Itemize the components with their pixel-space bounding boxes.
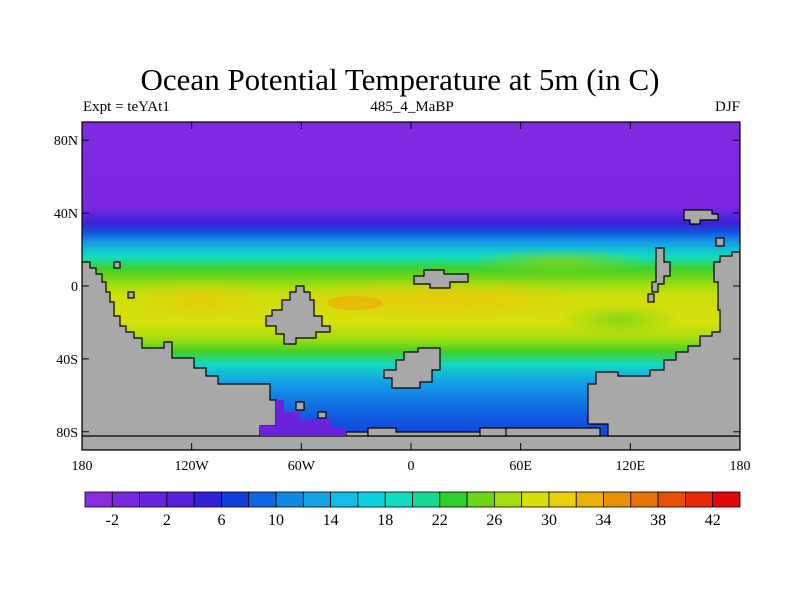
y-tick-label: 40S (56, 353, 78, 368)
colorbar-swatch (248, 491, 277, 508)
eastern-islands (651, 247, 671, 293)
colorbar-label: 30 (541, 512, 557, 529)
period-label: 485_4_MaBP (370, 99, 454, 115)
colorbar-label: 14 (323, 512, 339, 529)
x-tick-label: 180 (730, 459, 751, 474)
colorbar-swatch (357, 491, 386, 508)
x-tick-label: 180 (72, 459, 93, 474)
south-polar-cold (260, 400, 346, 436)
colorbar: -2 2 6 10 14 18 22 26 30 34 38 42 (84, 491, 741, 529)
colorbar-swatch (439, 491, 468, 508)
islet-6 (715, 237, 725, 247)
colorbar-label: 34 (596, 512, 612, 529)
colorbar-swatch (139, 491, 168, 508)
land-masses (82, 209, 740, 450)
colorbar-swatch (657, 491, 686, 508)
islet-1 (113, 261, 121, 269)
y-tick-label: 80S (56, 426, 78, 441)
south-patch (479, 427, 507, 437)
northeast-island (683, 209, 719, 225)
colorbar-swatch (275, 491, 304, 508)
colorbar-swatch (630, 491, 659, 508)
colorbar-swatch (466, 491, 495, 508)
colorbar-swatch (685, 491, 714, 508)
colorbar-label: 22 (432, 512, 448, 529)
colorbar-label: -2 (106, 512, 119, 529)
islet-4 (317, 411, 327, 419)
x-tick-label: 120E (616, 459, 646, 474)
colorbar-swatch (221, 491, 250, 508)
east-cool-tongue (560, 304, 680, 336)
colorbar-swatch (603, 491, 632, 508)
y-tick-label: 0 (71, 280, 78, 295)
x-tick-label: 120W (175, 459, 210, 474)
islet-2 (127, 291, 135, 299)
north-cool-tongue (470, 248, 650, 276)
axis-ticks: 180 120W 60W 0 60E 120E 180 80N 40N 0 40S 80S (54, 122, 751, 474)
x-tick-label: 0 (408, 459, 415, 474)
colorbar-swatch (712, 491, 741, 508)
colorbar-swatch (493, 491, 523, 508)
colorbar-label: 2 (163, 512, 171, 529)
colorbar-swatch (412, 491, 441, 508)
colorbar-label: 18 (377, 512, 393, 529)
warmest-patch (327, 296, 383, 310)
map-title: Ocean Potential Temperature at 5m (in C) (140, 62, 660, 97)
x-tick-label: 60E (509, 459, 532, 474)
experiment-label: Expt = teYAt1 (83, 99, 170, 115)
colorbar-swatch (548, 491, 577, 508)
colorbar-label: 42 (705, 512, 721, 529)
south-central-island (383, 347, 441, 389)
equatorial-island (413, 269, 469, 289)
colorbar-swatch (521, 491, 550, 508)
islet-5 (647, 293, 655, 303)
colorbar-swatch (166, 491, 195, 508)
x-tick-label: 60W (288, 459, 316, 474)
colorbar-swatch (330, 491, 359, 508)
islet-3-top (295, 401, 305, 411)
season-label: DJF (714, 99, 740, 115)
tropical-warm-pool (290, 278, 590, 322)
y-tick-label: 40N (54, 207, 78, 222)
colorbar-swatch (193, 491, 222, 508)
y-tick-label: 80N (54, 134, 78, 149)
colorbar-label: 38 (650, 512, 666, 529)
eastern-continent (587, 251, 740, 437)
colorbar-label: 6 (217, 512, 225, 529)
colorbar-swatch (575, 491, 604, 508)
colorbar-label: 10 (268, 512, 284, 529)
colorbar-swatch (384, 491, 413, 508)
west-warm-patch (130, 278, 270, 322)
colorbar-swatch (302, 491, 332, 508)
colorbar-swatch (111, 491, 140, 508)
colorbar-label: 26 (486, 512, 502, 529)
central-island (265, 285, 331, 345)
colorbar-swatch (84, 491, 113, 508)
